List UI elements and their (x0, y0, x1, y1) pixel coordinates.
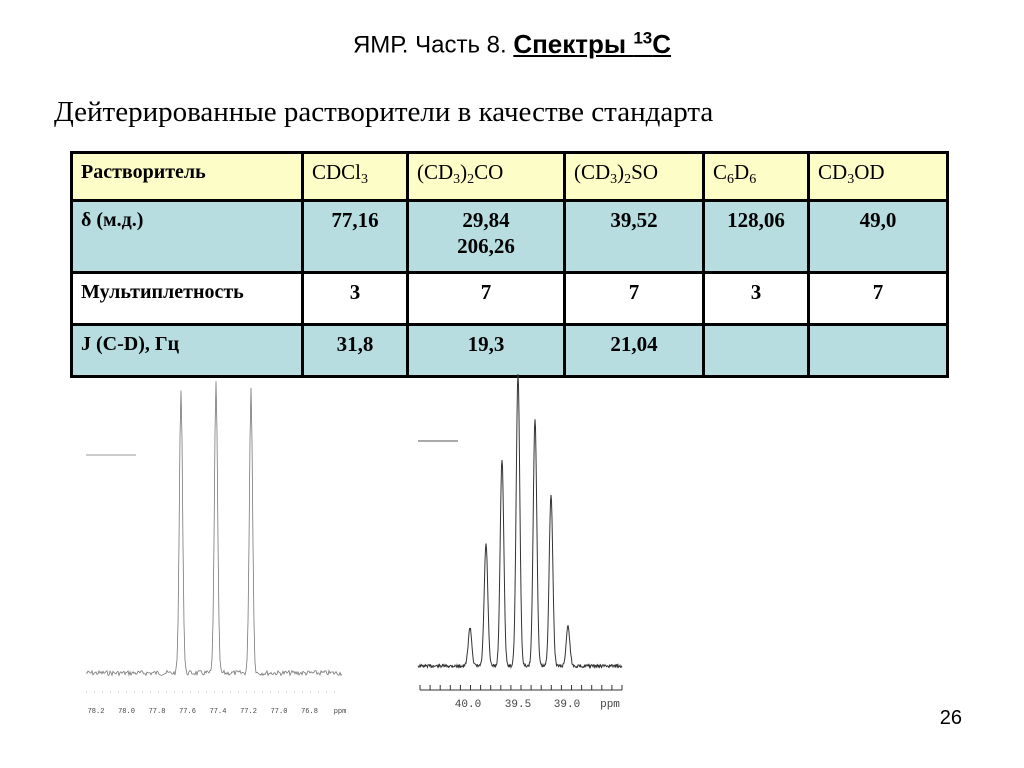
table-cell: 39,52 (563, 199, 705, 274)
axis-tick-label: ppm (334, 708, 347, 716)
row-label: Мультиплетность (70, 271, 304, 326)
spectrum-trace (85, 381, 343, 677)
axis-tick-label: ppm (600, 699, 620, 711)
title-dot: . (499, 31, 507, 59)
axis-tick-label: 77.2 (240, 708, 257, 716)
title-isotope: 13 (633, 28, 653, 47)
title-main: Спектры 13C (513, 28, 672, 59)
table-cell (807, 323, 949, 378)
axis-tick-label: 77.4 (210, 708, 227, 716)
table-cell: 128,06 (702, 199, 810, 274)
table-cell: 31,8 (301, 323, 409, 378)
table-row-shift: δ (м.д.) 77,16 29,84 206,26 39,52 128,06… (70, 199, 949, 274)
table-cell: 29,84 206,26 (406, 199, 566, 274)
table-header-row: Растворитель CDCl3 (CD3)2CO (CD3)2SO C6D… (70, 151, 949, 202)
spectrum-dmso: 40.0 39.5 39.0 ppm (417, 373, 623, 711)
page-number: 26 (939, 707, 962, 729)
table-cell: 19,3 (406, 323, 566, 378)
slide-title: ЯМР. Часть 8. Спектры 13C (0, 28, 1024, 60)
slide-subtitle: Дейтерированные растворители в качестве … (54, 96, 714, 128)
title-prefix: ЯМР. Часть 8 (352, 31, 500, 59)
axis-tick-label: 40.0 (455, 699, 481, 711)
table-cell: 21,04 (563, 323, 705, 378)
axis-tick-label: 39.0 (554, 699, 580, 711)
header-acetone-d6: (CD3)2CO (406, 151, 566, 202)
table-row-coupling: J (C-D), Гц 31,8 19,3 21,04 (70, 323, 949, 378)
title-main-text: Спектры (513, 28, 634, 59)
table-cell: 49,0 (807, 199, 949, 274)
spectrum-cdcl3: 78.2 78.0 77.8 77.6 77.4 77.2 77.0 76.8 ppm (85, 381, 347, 716)
solvent-table: Растворитель CDCl3 (CD3)2CO (CD3)2SO C6D… (70, 151, 949, 378)
header-dmso-d6: (CD3)2SO (563, 151, 705, 202)
header-c6d6: C6D6 (702, 151, 810, 202)
header-cdcl3: CDCl3 (301, 151, 409, 202)
spectrum-trace (417, 373, 623, 670)
header-label: Растворитель (70, 151, 304, 202)
table-cell: 77,16 (301, 199, 409, 274)
header-cd3od: CD3OD (807, 151, 949, 202)
table-cell: 7 (406, 271, 566, 326)
axis-tick-label: 77.0 (271, 708, 288, 716)
table-cell: 7 (563, 271, 705, 326)
table-cell: 7 (807, 271, 949, 326)
axis-tick-label: 78.2 (88, 708, 105, 716)
table-cell: 3 (301, 271, 409, 326)
axis-tick-label: 39.5 (505, 699, 531, 711)
table-cell (702, 323, 810, 378)
axis-tick-label: 76.8 (301, 708, 318, 716)
axis-tick-label: 78.0 (118, 708, 135, 716)
table-cell: 3 (702, 271, 810, 326)
table-row-multiplicity: Мультиплетность 3 7 7 3 7 (70, 271, 949, 326)
axis-tick-label: 77.6 (179, 708, 196, 716)
row-label: J (C-D), Гц (70, 323, 304, 378)
axis-tick-label: 77.8 (149, 708, 166, 716)
title-element: C (652, 28, 672, 59)
row-label: δ (м.д.) (70, 199, 304, 274)
